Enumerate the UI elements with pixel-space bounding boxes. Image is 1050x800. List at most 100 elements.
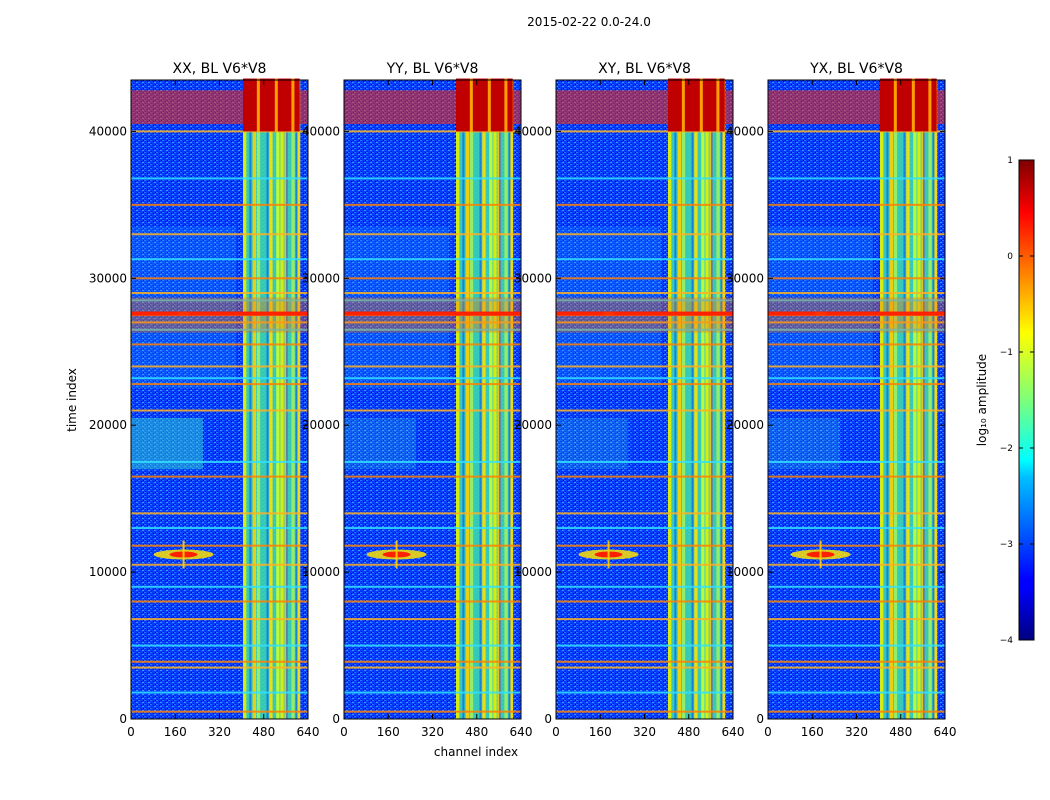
rfi-gap [295, 80, 298, 719]
colorbar-gradient [1018, 159, 1035, 641]
rfi-time-line [556, 666, 733, 669]
rfi-time-line [344, 618, 521, 621]
rfi-time-line-strong [768, 311, 945, 316]
rfi-time-line [344, 177, 521, 180]
rfi-gap [498, 80, 501, 719]
rfi-channel-column [256, 80, 261, 719]
rfi-time-line [131, 475, 308, 478]
rfi-time-line [556, 660, 733, 663]
source-blob-spike [395, 540, 398, 569]
rfi-time-line [768, 292, 945, 294]
rfi-time-line [768, 343, 945, 346]
rfi-gap [922, 80, 925, 719]
x-tick-label: 0 [764, 725, 772, 739]
rfi-time-line [768, 475, 945, 478]
x-tick-label: 0 [127, 725, 135, 739]
x-tick-label: 0 [340, 725, 348, 739]
y-tick-label: 20000 [514, 418, 552, 432]
colorbar-label: log₁₀ amplitude [975, 354, 989, 446]
rfi-time-line [556, 600, 733, 603]
rfi-time-line [556, 618, 733, 621]
rfi-time-line-strong [131, 311, 308, 316]
x-tick-label: 480 [677, 725, 700, 739]
colorbar-tick-label: −2 [1000, 444, 1013, 454]
rfi-time-line [768, 563, 945, 566]
y-tick-label: 0 [756, 712, 764, 726]
rfi-time-line [556, 365, 733, 368]
rfi-time-line [344, 460, 521, 463]
rfi-time-line [556, 177, 733, 180]
colorbar-tick-label: −3 [1000, 540, 1013, 550]
rfi-time-line [131, 343, 308, 346]
rfi-channel-column [482, 80, 486, 719]
rfi-time-line [768, 365, 945, 368]
heatmap-haze-region [344, 226, 450, 389]
rfi-time-line [768, 328, 945, 331]
rfi-time-line [344, 203, 521, 206]
panel-yy: YY, BL V6*V8 0 160 320 480 640 0 10000 20000 3000… [302, 61, 533, 739]
x-tick-label: 160 [801, 725, 824, 739]
y-tick-label: 0 [332, 712, 340, 726]
y-tick-label: 40000 [302, 124, 340, 138]
x-tick-label: 640 [722, 725, 745, 739]
rfi-channel-column [913, 80, 917, 719]
rfi-time-line [556, 475, 733, 478]
rfi-time-line [768, 512, 945, 515]
rfi-time-line [131, 527, 308, 530]
y-tick-label: 10000 [302, 565, 340, 579]
rfi-time-line [768, 130, 945, 133]
rfi-time-line [768, 299, 945, 302]
y-tick-label: 40000 [514, 124, 552, 138]
rfi-time-line [556, 321, 733, 324]
panel-title: XX, BL V6*V8 [173, 61, 267, 77]
rfi-time-line [131, 644, 308, 647]
rfi-time-line [131, 544, 308, 547]
hot-region-gap [274, 78, 278, 132]
rfi-time-line [768, 527, 945, 530]
rfi-time-line [344, 475, 521, 478]
rfi-channel-column [917, 80, 921, 719]
rfi-time-line [131, 409, 308, 412]
rfi-time-line [131, 710, 308, 713]
rfi-time-line [344, 544, 521, 547]
rfi-time-line [344, 512, 521, 515]
y-axis-label: time index [65, 368, 79, 432]
colorbar: 1 0 −1 −2 −3 −4 log₁₀ amplitude [975, 156, 1035, 646]
rfi-gap [285, 80, 288, 719]
rfi-time-line [556, 233, 733, 236]
y-tick-label: 20000 [302, 418, 340, 432]
rfi-channel-column [269, 80, 273, 719]
rfi-gap [508, 80, 511, 719]
hot-region-gap [504, 78, 508, 132]
y-tick-label: 30000 [302, 271, 340, 285]
rfi-channel-column [889, 80, 894, 719]
colorbar-tick-label: 0 [1007, 252, 1013, 262]
rfi-channel-column [493, 80, 497, 719]
rfi-time-line [556, 130, 733, 133]
rfi-channel-column [681, 80, 686, 719]
rfi-time-line [768, 377, 945, 380]
hot-region-gap [699, 78, 703, 132]
rfi-time-line [131, 660, 308, 663]
colorbar-tick-label: 1 [1007, 156, 1013, 166]
rfi-time-line [768, 618, 945, 621]
x-tick-label: 320 [845, 725, 868, 739]
rfi-time-line-strong [344, 311, 521, 316]
rfi-time-line [556, 203, 733, 206]
hot-region-gap [256, 78, 260, 132]
rfi-time-line [344, 292, 521, 294]
rfi-time-line [344, 299, 521, 302]
rfi-time-line [344, 563, 521, 566]
rfi-gap [691, 80, 694, 719]
rfi-time-line [131, 460, 308, 463]
rfi-time-line [131, 203, 308, 206]
x-axis-label: channel index [434, 745, 518, 759]
rfi-gap [710, 80, 713, 719]
rfi-time-line [556, 377, 733, 380]
rfi-channel-column [509, 80, 514, 719]
rfi-time-line [556, 343, 733, 346]
rfi-time-line [556, 460, 733, 463]
x-tick-label: 160 [589, 725, 612, 739]
y-tick-label: 20000 [89, 418, 127, 432]
heatmap-haze-region [131, 417, 203, 470]
